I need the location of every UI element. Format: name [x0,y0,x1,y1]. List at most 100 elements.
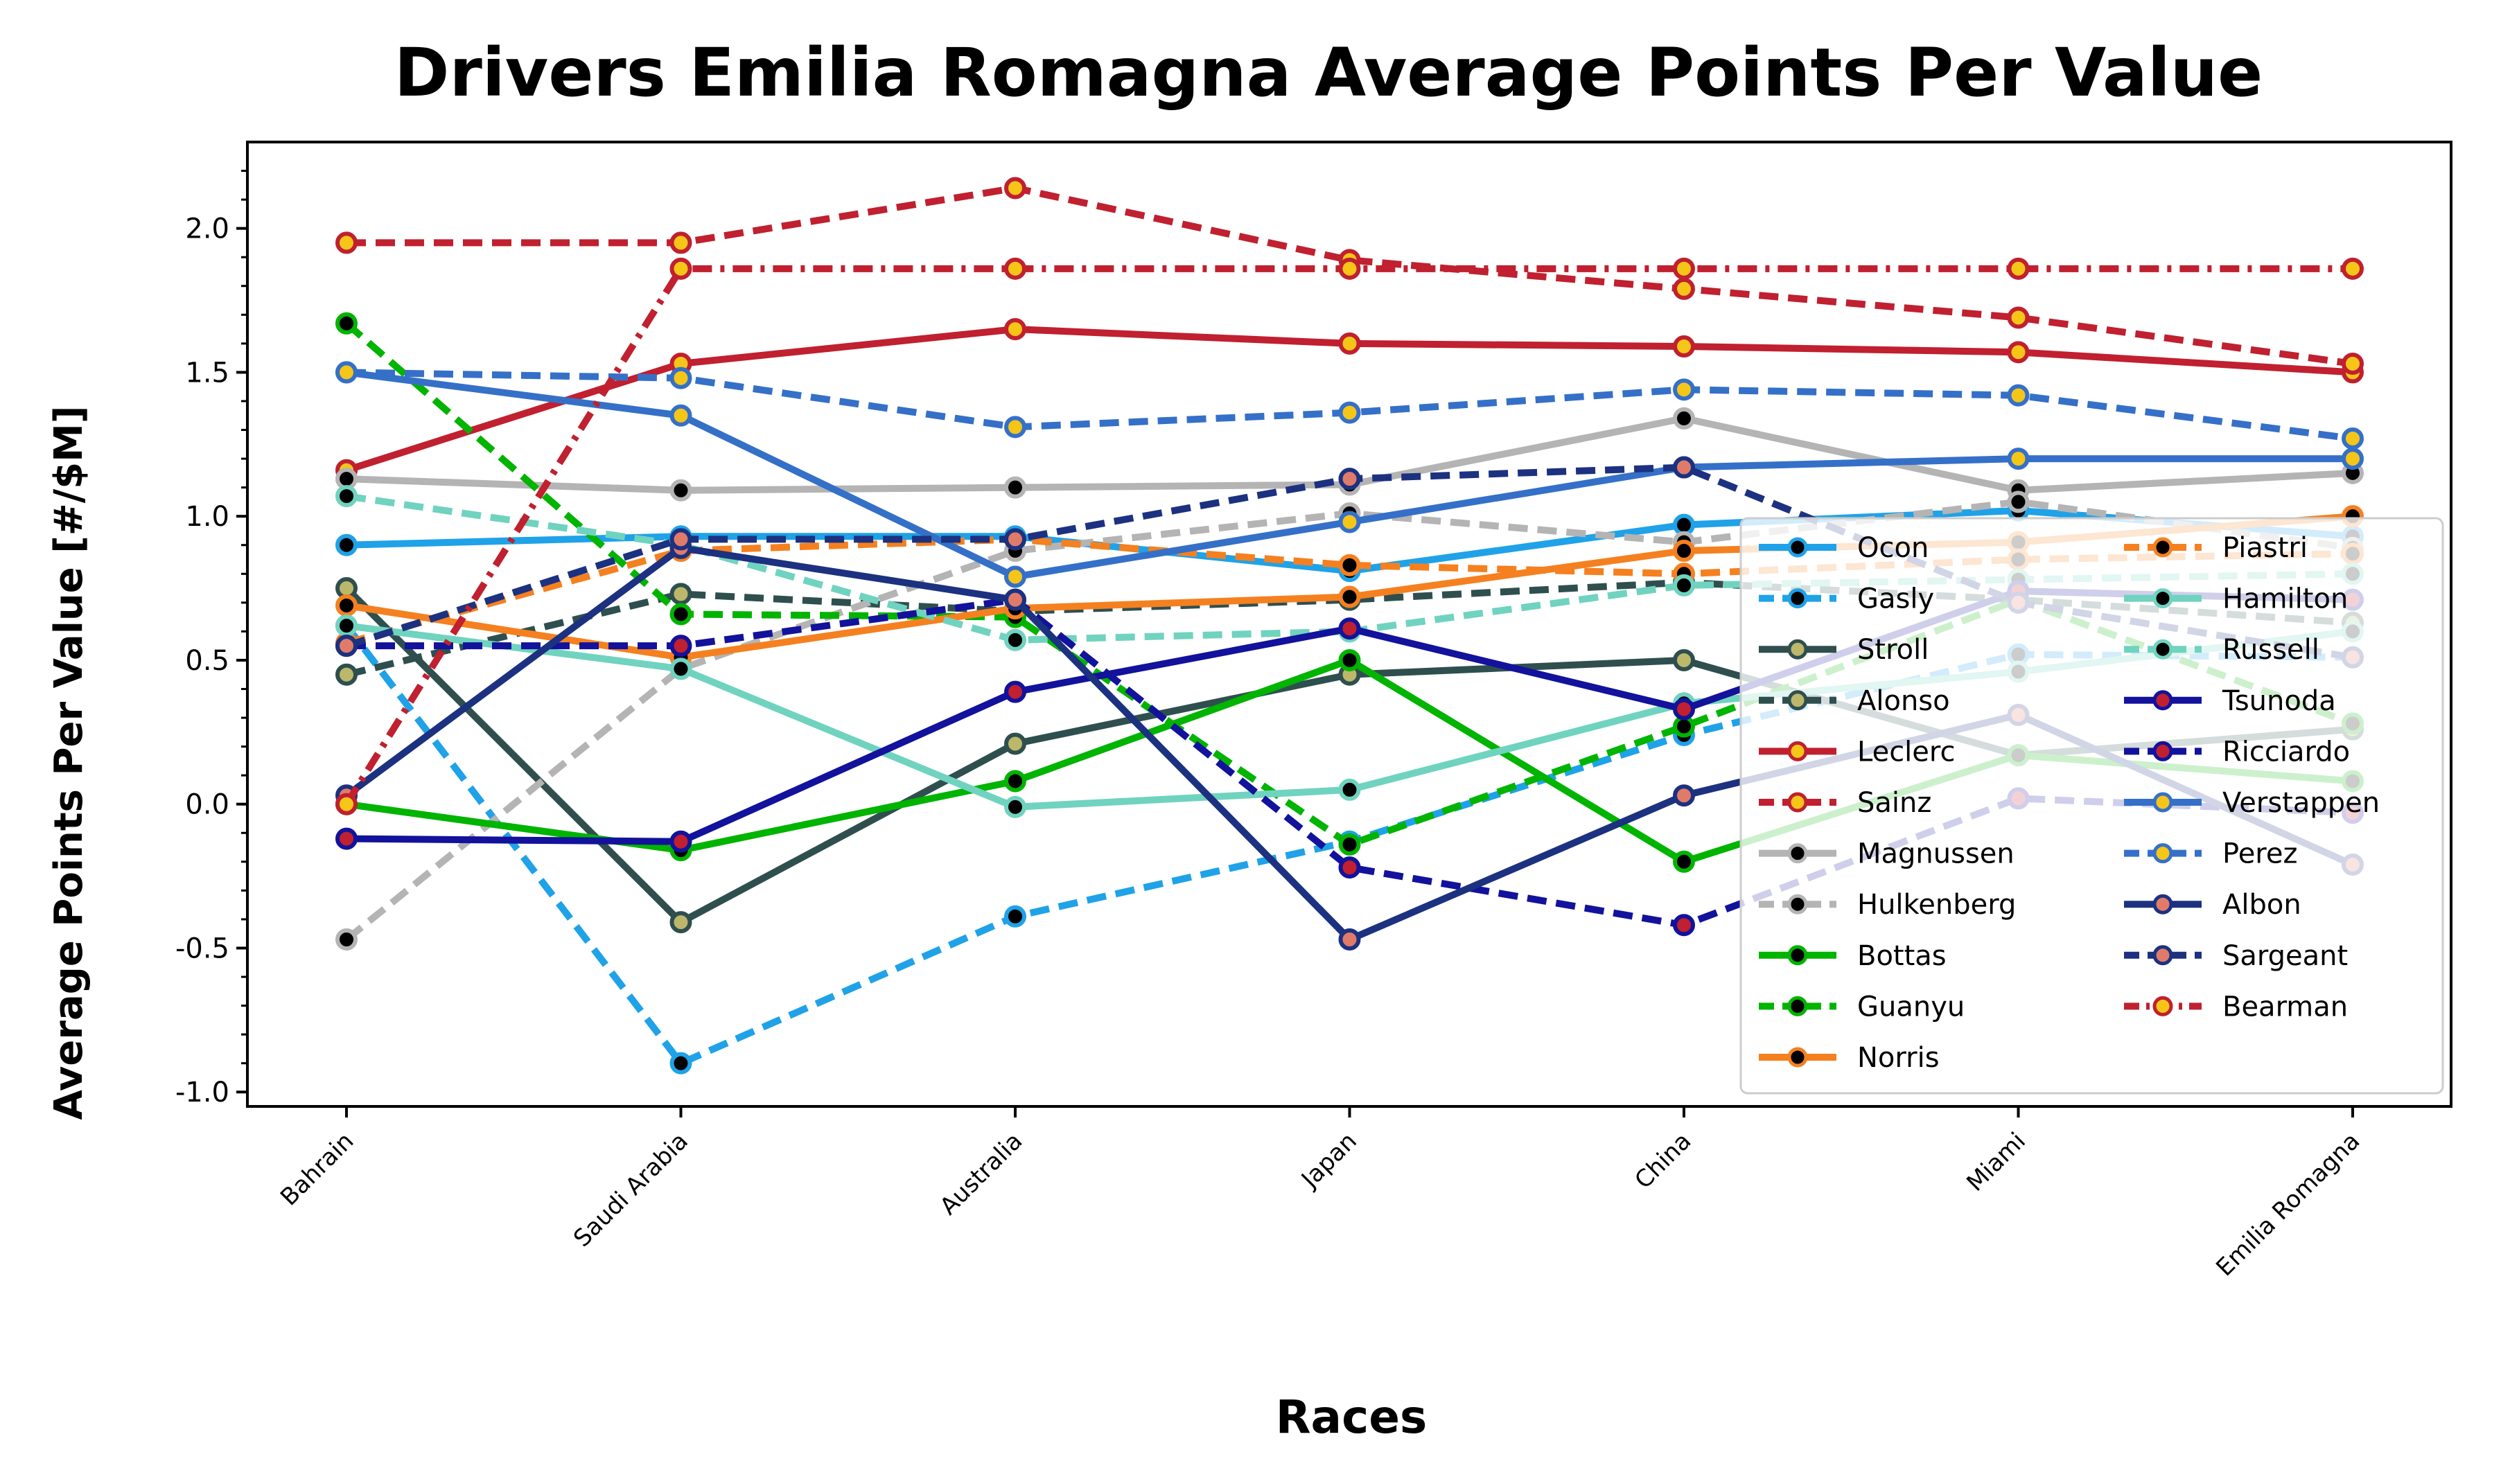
data-point [1004,528,1026,551]
data-point [335,635,358,657]
data-point [1673,378,1695,401]
data-point [1004,416,1026,439]
legend-item-ocon: Ocon [1759,532,1929,564]
legend-item-perez: Perez [2124,838,2297,870]
data-point [669,635,692,657]
legend-marker [2152,996,2173,1016]
data-point [335,615,358,637]
legend-marker [2152,741,2173,761]
data-point [1338,332,1361,355]
data-point [1004,565,1026,588]
data-point [1673,407,1695,430]
legend-label: Ocon [1857,532,1929,564]
legend-item-alonso: Alonso [1759,685,1950,717]
data-point [2007,306,2030,329]
data-point [1338,468,1361,491]
legend-marker [2152,690,2173,711]
legend-marker [1787,996,1808,1016]
data-point [2342,257,2364,280]
y-tick-label: 0.5 [185,645,229,677]
data-point [669,404,692,427]
legend-marker [1787,792,1808,813]
legend-marker [2152,894,2173,915]
legend-item-stroll: Stroll [1759,634,1929,666]
data-point [1673,257,1695,280]
y-tick-label: 1.0 [185,501,229,533]
legend-item-gasly: Gasly [1759,583,1934,615]
series-bearman [335,257,2364,815]
data-point [335,361,358,384]
data-point [1004,257,1026,280]
data-point [335,312,358,335]
data-point [1338,648,1361,671]
data-point [1004,680,1026,703]
legend-label: Hamilton [2222,583,2348,615]
legend-label: Ricciardo [2222,736,2350,768]
data-point [1338,617,1361,640]
data-point [335,827,358,850]
data-point [1673,540,1695,563]
y-axis-label: Average Points Per Value [#/$M] [46,406,91,1120]
data-point [1338,257,1361,280]
legend-marker [1787,1047,1808,1068]
data-point [2342,427,2364,450]
data-point [1673,574,1695,597]
data-point [1338,585,1361,608]
data-point [1004,318,1026,341]
data-point [1338,554,1361,576]
data-point [2007,448,2030,470]
y-tick-label: -0.5 [175,933,229,964]
legend-label: Albon [2222,889,2301,921]
legend-marker [2152,843,2173,864]
legend-marker [2152,945,2173,966]
legend-item-norris: Norris [1759,1042,1940,1074]
data-point [1338,511,1361,533]
data-point [2342,448,2364,470]
x-tick-label: China [1629,1127,1696,1194]
legend-items: Ocon Gasly Stroll Alonso Leclerc Sainz Magnuss… [1759,532,2380,1074]
x-tick-label: Saudi Arabia [568,1127,694,1253]
legend-item-magnussen: Magnussen [1759,838,2015,870]
legend-marker [2152,639,2173,660]
data-point [669,366,692,389]
x-tick-label: Bahrain [275,1127,359,1211]
data-point [1338,928,1361,951]
legend-label: Gasly [1857,583,1934,615]
data-point [669,830,692,853]
x-axis-label: Races [1276,1390,1428,1444]
legend-item-bottas: Bottas [1759,940,1947,972]
legend-label: Russell [2222,634,2319,666]
legend-item-hulkenberg: Hulkenberg [1759,889,2016,921]
legend-item-sargeant: Sargeant [2124,940,2348,972]
legend-marker [1787,690,1808,711]
legend-label: Hulkenberg [1857,889,2016,921]
legend-item-guanyu: Guanyu [1759,991,1965,1023]
data-point [1673,648,1695,671]
y-tick-label: 0.0 [185,789,229,821]
legend-marker [1787,894,1808,915]
legend-marker [1787,741,1808,761]
y-tick-label: -1.0 [175,1077,229,1108]
data-point [669,479,692,502]
data-point [335,928,358,951]
data-point [669,657,692,680]
y-tick-label: 2.0 [185,213,229,245]
legend-marker [2152,537,2173,558]
data-point [1338,778,1361,801]
data-point [335,533,358,556]
legend-marker [2152,792,2173,813]
x-tick-label: Japan [1295,1127,1362,1194]
data-point [1004,628,1026,651]
legend-item-albon: Albon [2124,889,2301,921]
legend-item-bearman: Bearman [2124,991,2348,1023]
data-point [669,257,692,280]
legend-item-hamilton: Hamilton [2124,583,2348,615]
legend-label: Bearman [2222,991,2348,1023]
chart-title: Drivers Emilia Romagna Average Points Pe… [394,34,2263,112]
x-tick-label: Australia [935,1127,1028,1221]
data-point [669,583,692,606]
legend-marker [1787,588,1808,609]
data-point [1673,914,1695,937]
legend-label: Norris [1857,1042,1940,1074]
